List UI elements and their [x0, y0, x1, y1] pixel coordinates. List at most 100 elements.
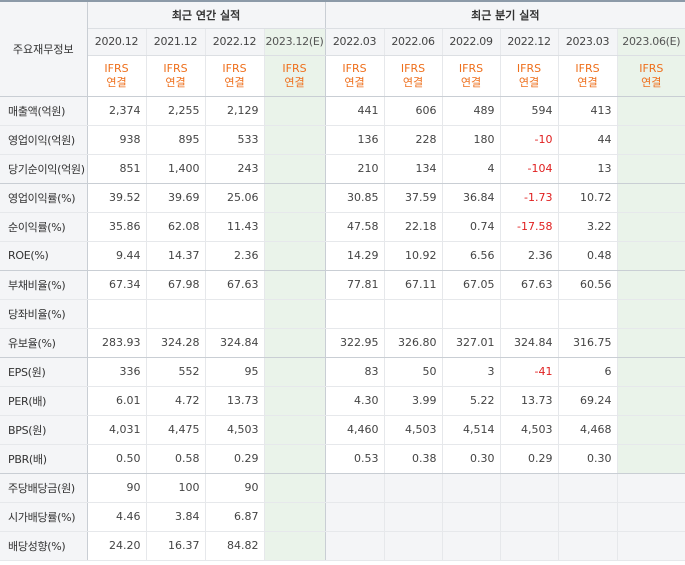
- ifrs-label: IFRS: [575, 61, 600, 75]
- table-row: ROE(%) 9.44 14.37 2.36 14.29 10.92 6.56 2.36 0.4…: [0, 241, 685, 271]
- quarter-value-cell: [616, 96, 685, 126]
- quarter-value-cell: 489: [441, 96, 501, 126]
- quarter-value-cell: 0.29: [499, 444, 559, 474]
- table-row: 순이익률(%) 35.86 62.08 11.43 47.58 22.18 0.74 -17.…: [0, 212, 685, 242]
- quarter-value-cell: 67.11: [383, 270, 443, 300]
- quarter-value-cell: 4,460: [324, 415, 385, 445]
- annual-value-cell: 2,374: [86, 96, 146, 126]
- annual-value-cell: 4,031: [86, 415, 146, 445]
- quarter-value-cell: 50: [383, 357, 443, 387]
- quarter-period: 2022.09: [441, 28, 501, 56]
- annual-period: 2020.12: [86, 28, 146, 56]
- quarterly-results-header: 최근 분기 실적: [324, 0, 685, 29]
- annual-value-cell: [263, 386, 326, 416]
- quarter-value-cell: 37.59: [383, 183, 443, 213]
- row-label: PER(배): [0, 386, 88, 416]
- table-row: EPS(원) 336 552 95 83 50 3 -41 6: [0, 357, 685, 387]
- quarter-value-cell: 327.01: [441, 328, 501, 358]
- annual-value-cell: [263, 473, 326, 503]
- quarter-value-cell: [616, 212, 685, 242]
- quarter-empty-cell: [499, 531, 559, 561]
- annual-value-cell: 39.52: [86, 183, 146, 213]
- ifrs-consolidated-badge: IFRS 연결: [616, 55, 685, 97]
- row-label: EPS(원): [0, 357, 88, 387]
- quarter-value-cell: 3: [441, 357, 501, 387]
- annual-value-cell: 0.50: [86, 444, 146, 474]
- quarter-value-cell: 2.36: [499, 241, 559, 271]
- annual-value-cell: 4,503: [204, 415, 264, 445]
- row-label: 영업이익(억원): [0, 125, 88, 155]
- quarter-value-cell: [616, 154, 685, 184]
- quarter-value-cell: 180: [441, 125, 501, 155]
- quarter-value-cell: [616, 415, 685, 445]
- quarter-value-cell: 413: [557, 96, 618, 126]
- quarter-value-cell: 67.05: [441, 270, 501, 300]
- ifrs-label: IFRS: [639, 61, 664, 75]
- quarter-value-cell: -104: [499, 154, 559, 184]
- quarter-empty-cell: [324, 473, 385, 503]
- quarter-value-cell: 594: [499, 96, 559, 126]
- annual-value-cell: [145, 299, 205, 329]
- table-row: 영업이익(억원) 938 895 533 136 228 180 -10 44: [0, 125, 685, 155]
- ifrs-consolidated-badge: IFRS 연결: [441, 55, 501, 97]
- annual-period: 2022.12: [204, 28, 264, 56]
- consolidated-label: 연결: [577, 75, 598, 89]
- ifrs-consolidated-badge: IFRS 연결: [499, 55, 559, 97]
- annual-value-cell: 62.08: [145, 212, 205, 242]
- quarter-value-cell: 324.84: [499, 328, 559, 358]
- consolidated-label: 연결: [224, 75, 245, 89]
- consolidated-label: 연결: [106, 75, 127, 89]
- quarter-empty-cell: [557, 502, 618, 532]
- ifrs-label: IFRS: [104, 61, 129, 75]
- quarter-period-estimate: 2023.06(E): [616, 28, 685, 56]
- annual-value-cell: 0.58: [145, 444, 205, 474]
- annual-value-cell: 6.01: [86, 386, 146, 416]
- quarter-value-cell: 4,503: [499, 415, 559, 445]
- annual-value-cell: [263, 183, 326, 213]
- row-label: BPS(원): [0, 415, 88, 445]
- quarter-value-cell: 10.72: [557, 183, 618, 213]
- quarter-empty-cell: [383, 531, 443, 561]
- annual-value-cell: 39.69: [145, 183, 205, 213]
- quarter-value-cell: [441, 299, 501, 329]
- annual-value-cell: [263, 212, 326, 242]
- quarter-value-cell: 0.38: [383, 444, 443, 474]
- row-label: 당기순이익(억원): [0, 154, 88, 184]
- annual-value-cell: 100: [145, 473, 205, 503]
- period-row: 2020.12 2021.12 2022.12 2023.12(E) 2022.…: [0, 28, 685, 56]
- header-group-row: 주요재무정보 최근 연간 실적 최근 분기 실적: [0, 0, 685, 97]
- annual-results-header: 최근 연간 실적: [87, 0, 326, 29]
- annual-value-cell: 2.36: [204, 241, 264, 271]
- annual-value-cell: 67.98: [145, 270, 205, 300]
- annual-value-cell: [263, 154, 326, 184]
- quarter-value-cell: [616, 357, 685, 387]
- ifrs-consolidated-badge: IFRS 연결: [263, 55, 326, 97]
- annual-period-estimate: 2023.12(E): [263, 28, 326, 56]
- quarter-value-cell: 4.30: [324, 386, 385, 416]
- annual-value-cell: [263, 270, 326, 300]
- quarter-value-cell: [616, 386, 685, 416]
- quarter-value-cell: [616, 125, 685, 155]
- row-label: 배당성향(%): [0, 531, 88, 561]
- quarter-value-cell: 606: [383, 96, 443, 126]
- annual-value-cell: 243: [204, 154, 264, 184]
- annual-value-cell: 14.37: [145, 241, 205, 271]
- annual-value-cell: 0.29: [204, 444, 264, 474]
- quarter-empty-cell: [324, 502, 385, 532]
- row-label: 주당배당금(원): [0, 473, 88, 503]
- quarter-value-cell: 228: [383, 125, 443, 155]
- quarter-value-cell: [616, 328, 685, 358]
- table-row: 주당배당금(원) 90 100 90: [0, 473, 685, 503]
- annual-value-cell: [263, 241, 326, 271]
- quarter-period: 2023.03: [557, 28, 618, 56]
- quarter-value-cell: 6: [557, 357, 618, 387]
- ifrs-label: IFRS: [222, 61, 247, 75]
- quarter-empty-cell: [383, 473, 443, 503]
- table-row: 당기순이익(억원) 851 1,400 243 210 134 4 -104 13: [0, 154, 685, 184]
- quarter-empty-cell: [616, 502, 685, 532]
- quarter-value-cell: 6.56: [441, 241, 501, 271]
- annual-value-cell: 35.86: [86, 212, 146, 242]
- quarter-value-cell: 69.24: [557, 386, 618, 416]
- quarter-empty-cell: [557, 531, 618, 561]
